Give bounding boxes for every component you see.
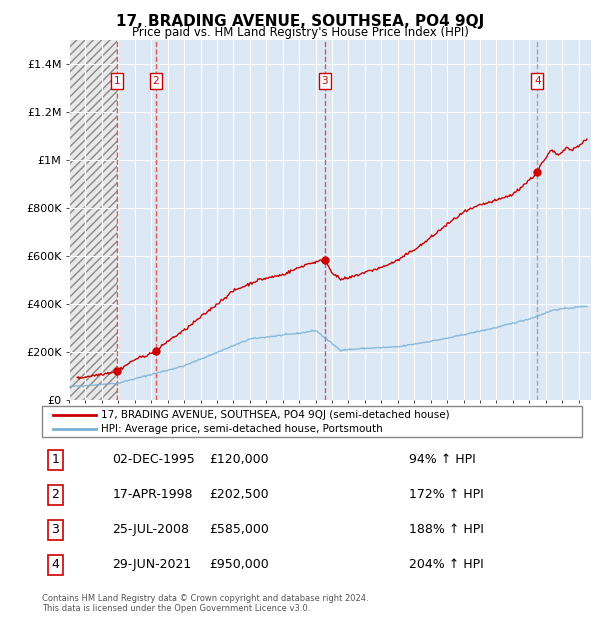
Text: 17, BRADING AVENUE, SOUTHSEA, PO4 9QJ (semi-detached house): 17, BRADING AVENUE, SOUTHSEA, PO4 9QJ (s…: [101, 410, 450, 420]
Text: Price paid vs. HM Land Registry's House Price Index (HPI): Price paid vs. HM Land Registry's House …: [131, 26, 469, 38]
Text: 204% ↑ HPI: 204% ↑ HPI: [409, 558, 484, 571]
Text: £585,000: £585,000: [209, 523, 269, 536]
Text: 3: 3: [52, 523, 59, 536]
Text: Contains HM Land Registry data © Crown copyright and database right 2024.: Contains HM Land Registry data © Crown c…: [42, 595, 368, 603]
Text: £202,500: £202,500: [209, 489, 269, 502]
Text: 4: 4: [52, 558, 59, 571]
Text: 1: 1: [113, 76, 121, 86]
Text: HPI: Average price, semi-detached house, Portsmouth: HPI: Average price, semi-detached house,…: [101, 424, 383, 435]
Text: 25-JUL-2008: 25-JUL-2008: [112, 523, 189, 536]
Text: 94% ↑ HPI: 94% ↑ HPI: [409, 453, 476, 466]
Text: 2: 2: [52, 489, 59, 502]
Text: 2: 2: [152, 76, 159, 86]
FancyBboxPatch shape: [42, 406, 582, 437]
Text: 188% ↑ HPI: 188% ↑ HPI: [409, 523, 484, 536]
Bar: [69, 40, 117, 400]
Text: 4: 4: [534, 76, 541, 86]
Text: 17, BRADING AVENUE, SOUTHSEA, PO4 9QJ: 17, BRADING AVENUE, SOUTHSEA, PO4 9QJ: [116, 14, 484, 29]
Text: This data is licensed under the Open Government Licence v3.0.: This data is licensed under the Open Gov…: [42, 604, 310, 613]
Text: 3: 3: [322, 76, 328, 86]
Text: 17-APR-1998: 17-APR-1998: [112, 489, 193, 502]
Text: 29-JUN-2021: 29-JUN-2021: [112, 558, 191, 571]
Text: 02-DEC-1995: 02-DEC-1995: [112, 453, 195, 466]
Text: £120,000: £120,000: [209, 453, 269, 466]
Text: 1: 1: [52, 453, 59, 466]
Text: £950,000: £950,000: [209, 558, 269, 571]
Text: 172% ↑ HPI: 172% ↑ HPI: [409, 489, 484, 502]
